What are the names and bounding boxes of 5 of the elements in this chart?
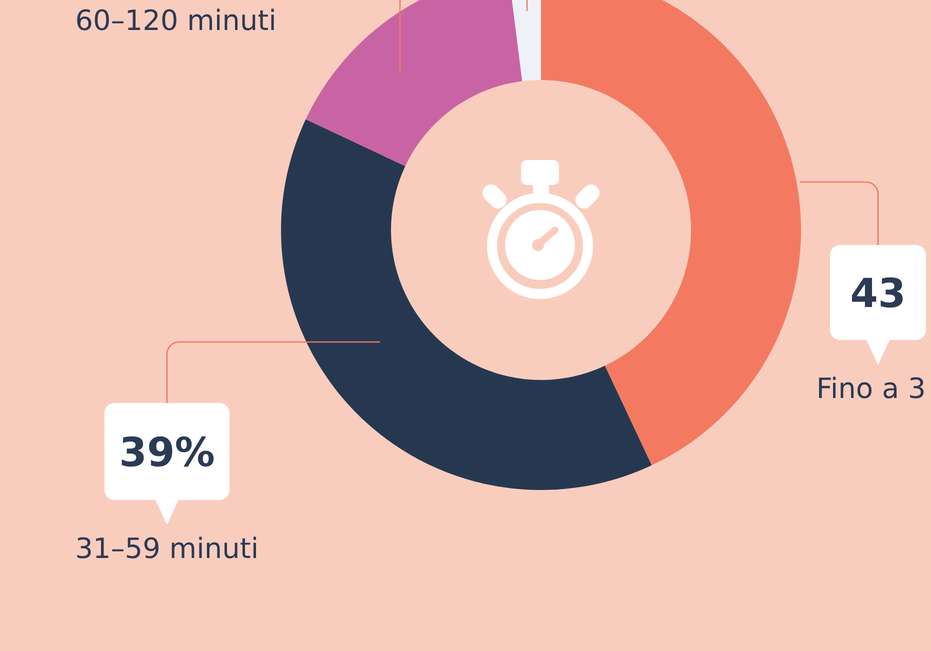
data-label: 43 [852,277,903,308]
slice-label: 31–59 minuti [77,536,256,558]
slice-label: Fino a 3 [819,376,924,398]
data-label: 39% [122,436,214,467]
slice-label: 60–120 minuti [77,8,274,30]
